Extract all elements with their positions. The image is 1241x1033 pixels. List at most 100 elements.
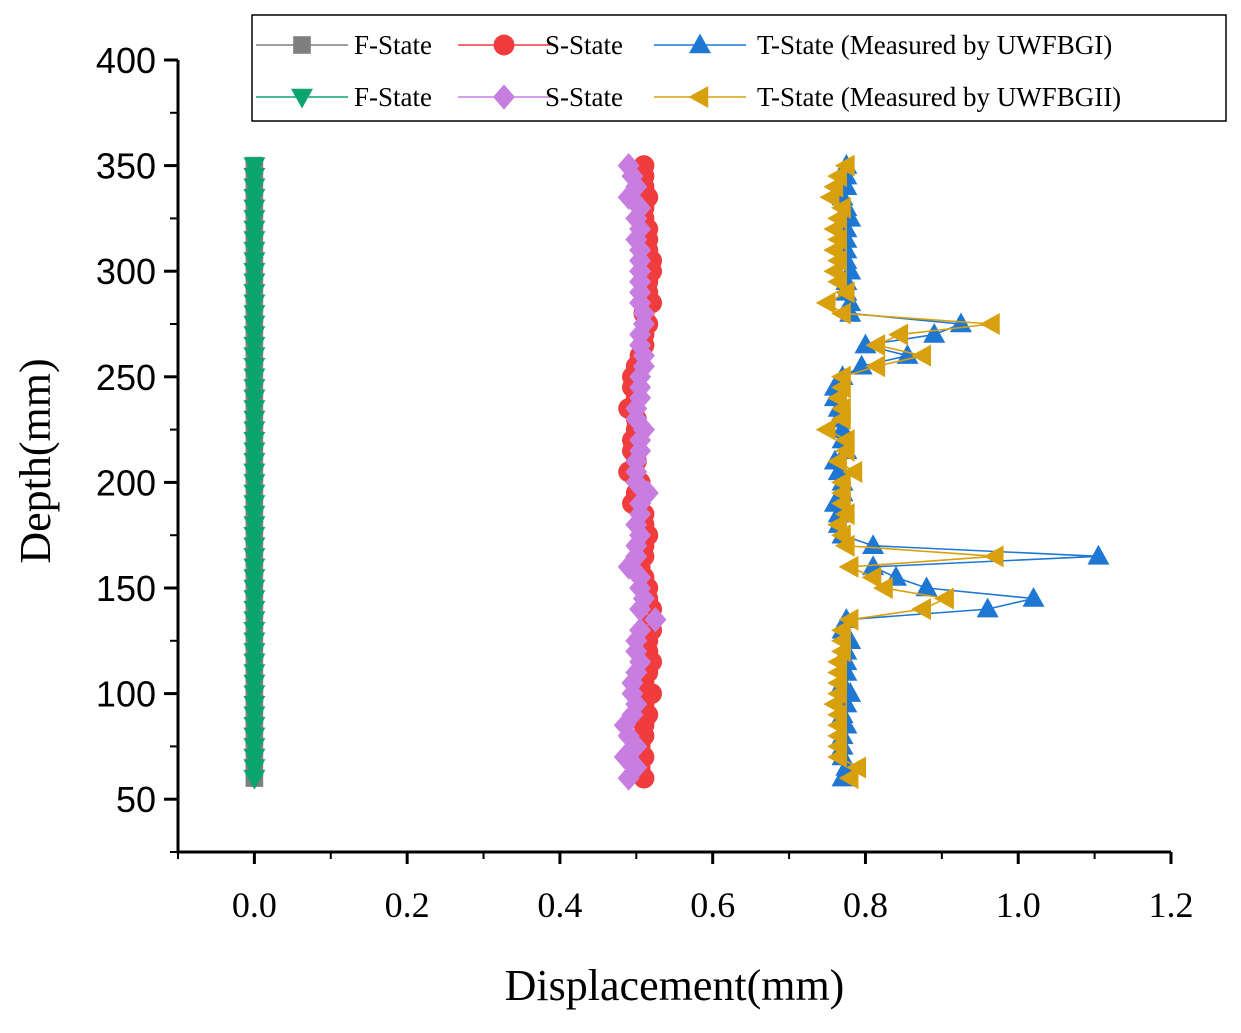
data-point	[243, 252, 266, 273]
data-point	[243, 199, 266, 220]
data-point	[243, 421, 266, 442]
x-tick-label: 1.0	[996, 885, 1041, 925]
data-point	[243, 738, 266, 758]
y-tick-label: 200	[96, 462, 156, 503]
data-point	[1087, 544, 1110, 565]
data-point	[243, 389, 266, 410]
data-point	[243, 495, 266, 516]
data-point	[629, 216, 652, 242]
x-tick-label: 0.2	[385, 885, 430, 925]
data-point	[243, 759, 266, 780]
x-tick-label: 0.8	[843, 885, 888, 925]
data-point	[243, 167, 266, 188]
data-point	[827, 450, 847, 473]
y-tick-label: 400	[96, 40, 156, 81]
data-point	[629, 321, 652, 348]
y-tick-label: 300	[96, 251, 156, 292]
data-point	[243, 347, 266, 368]
data-point	[830, 471, 851, 494]
x-tick-label: 0.6	[690, 885, 735, 925]
data-point	[644, 607, 667, 633]
data-point	[243, 569, 266, 589]
data-point	[243, 685, 266, 706]
ticks: 0.0 0.2 0.4 0.6 0.8 1.0 1.2 50 100 150 200 250 300 35…	[96, 40, 1194, 925]
data-point	[243, 442, 266, 463]
data-point	[243, 548, 266, 568]
data-point	[243, 231, 266, 252]
x-axis-title: Displacement(mm)	[505, 961, 845, 1010]
series-4	[243, 157, 266, 790]
data-point	[243, 178, 266, 199]
data-point	[243, 727, 266, 748]
series-3	[823, 154, 1110, 787]
data-point	[815, 291, 836, 314]
legend-entry: T-State (Measured by UWFBGII)	[654, 82, 1121, 112]
data-point	[243, 453, 266, 473]
y-axis-title: Depth(mm)	[11, 358, 60, 563]
legend-entry: S-State	[458, 82, 623, 112]
data-point	[243, 516, 266, 537]
data-point	[243, 558, 266, 579]
y-tick-label: 350	[96, 146, 156, 187]
data-point	[243, 706, 266, 727]
data-point	[983, 545, 1004, 568]
legend-marker	[493, 84, 515, 110]
series-5	[613, 152, 667, 791]
data-point	[243, 590, 266, 611]
data-point	[854, 333, 877, 354]
series-6	[815, 154, 1004, 790]
data-point	[243, 579, 266, 600]
x-tick-label: 0.0	[232, 885, 277, 925]
data-point	[838, 767, 859, 790]
legend-entry: F-State	[256, 82, 432, 112]
data-point	[979, 313, 1000, 335]
data-point	[243, 632, 266, 653]
data-point	[243, 220, 266, 241]
data-point	[632, 300, 655, 327]
legend-entry: T-State (Measured by UWFBGI)	[654, 30, 1112, 60]
data-point	[243, 463, 266, 484]
data-point	[243, 526, 266, 547]
data-point	[243, 189, 266, 209]
data-point	[243, 410, 266, 431]
legend-label: S-State	[545, 30, 623, 60]
data-point	[834, 429, 855, 452]
y-tick-label: 50	[116, 779, 156, 820]
data-point	[625, 226, 648, 253]
data-point	[243, 284, 266, 304]
data-point	[976, 597, 999, 618]
data-point	[243, 368, 266, 389]
data-point	[243, 357, 266, 378]
data-point	[830, 619, 851, 642]
y-tick-label: 250	[96, 357, 156, 398]
data-point	[842, 460, 863, 483]
data-point	[243, 273, 266, 294]
data-point	[243, 769, 266, 790]
data-point	[243, 621, 266, 642]
legend-label: T-State (Measured by UWFBGI)	[757, 30, 1112, 60]
data-point	[243, 653, 266, 674]
y-tick-label: 150	[96, 568, 156, 609]
data-point	[243, 695, 266, 716]
data-point	[827, 513, 847, 536]
data-point	[865, 334, 886, 357]
data-point	[243, 505, 266, 526]
series-line	[833, 165, 1099, 779]
legend-label: F-State	[354, 30, 432, 60]
data-point	[617, 152, 640, 179]
legend-box	[251, 14, 1227, 122]
data-point	[243, 643, 266, 663]
data-point	[243, 157, 266, 178]
data-point	[834, 154, 855, 177]
data-point	[243, 717, 266, 737]
data-point	[243, 210, 266, 230]
data-point	[888, 323, 909, 346]
data-point	[915, 576, 938, 597]
series	[243, 152, 1110, 791]
legend-marker	[291, 88, 313, 109]
data-point	[243, 262, 266, 283]
data-point	[243, 336, 266, 357]
data-point	[830, 365, 851, 388]
data-point	[243, 611, 266, 632]
